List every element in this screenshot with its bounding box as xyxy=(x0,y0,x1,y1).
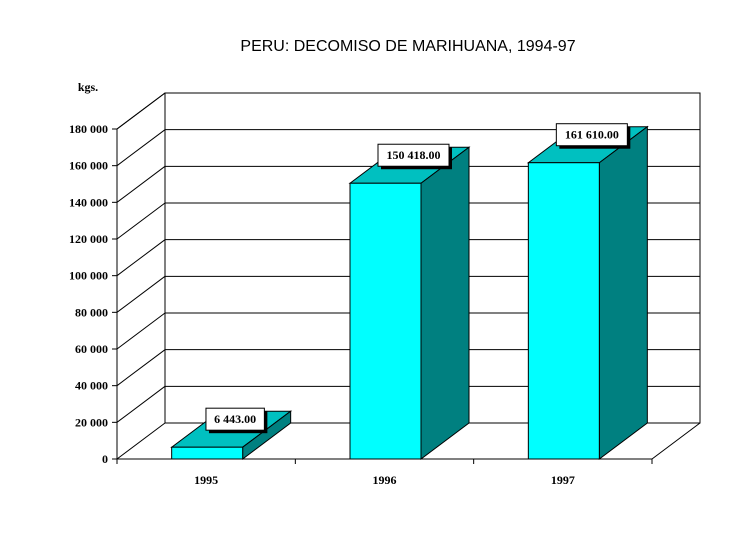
data-label-box xyxy=(205,407,265,431)
gridline-diagonal xyxy=(116,275,166,313)
chart-title: PERU: DECOMISO DE MARIHUANA, 1994-97 xyxy=(240,38,575,55)
x-tick-label: 1997 xyxy=(551,473,575,487)
y-tick-label: 0 xyxy=(102,452,108,466)
y-tick-label: 80 000 xyxy=(75,305,108,319)
x-axis: 1995 1996 1997 xyxy=(116,459,653,487)
data-label-box xyxy=(555,123,628,147)
y-tick-label: 60 000 xyxy=(75,342,108,356)
bar-1996: 150 418.00 xyxy=(348,143,471,460)
y-tick-label: 140 000 xyxy=(69,195,108,209)
gridline-diagonal xyxy=(116,422,166,460)
y-axis-unit-label: kgs. xyxy=(78,80,98,94)
gridline-diagonal xyxy=(116,349,166,387)
y-tick-label: 160 000 xyxy=(69,159,108,173)
y-tick-label: 180 000 xyxy=(69,122,108,136)
data-label: 6 443.00 xyxy=(214,412,256,426)
bars: 6 443.00 150 418.00 161 610.00 xyxy=(170,123,649,461)
gridline-diagonal xyxy=(116,312,166,350)
bar-front-face xyxy=(349,182,422,460)
bar-side-face xyxy=(598,125,648,460)
bar-side-face xyxy=(420,146,470,460)
bar-1995: 6 443.00 xyxy=(170,407,293,461)
gridline-diagonal xyxy=(116,239,166,277)
y-axis: 0 20 000 40 000 60 000 80 000 100 000 120 000 1… xyxy=(69,122,117,466)
x-tick-label: 1995 xyxy=(194,473,218,487)
y-tick-label: 20 000 xyxy=(75,415,108,429)
bar-1997: 161 610.00 xyxy=(526,123,649,460)
bar-front-face xyxy=(527,162,600,460)
data-label: 150 418.00 xyxy=(387,148,441,162)
gridline-diagonal xyxy=(116,385,166,423)
x-tick-label: 1996 xyxy=(373,473,397,487)
gridline-diagonal xyxy=(116,165,166,203)
floor-right-edge xyxy=(651,422,701,460)
gridline-diagonal xyxy=(116,129,166,167)
bar-front-face xyxy=(171,446,244,460)
gridline-diagonal xyxy=(116,92,166,130)
y-tick-label: 120 000 xyxy=(69,232,108,246)
y-tick-label: 40 000 xyxy=(75,379,108,393)
data-label-box xyxy=(377,143,450,167)
data-label: 161 610.00 xyxy=(565,128,619,142)
gridline-diagonal xyxy=(116,202,166,240)
y-tick-label: 100 000 xyxy=(69,269,108,283)
